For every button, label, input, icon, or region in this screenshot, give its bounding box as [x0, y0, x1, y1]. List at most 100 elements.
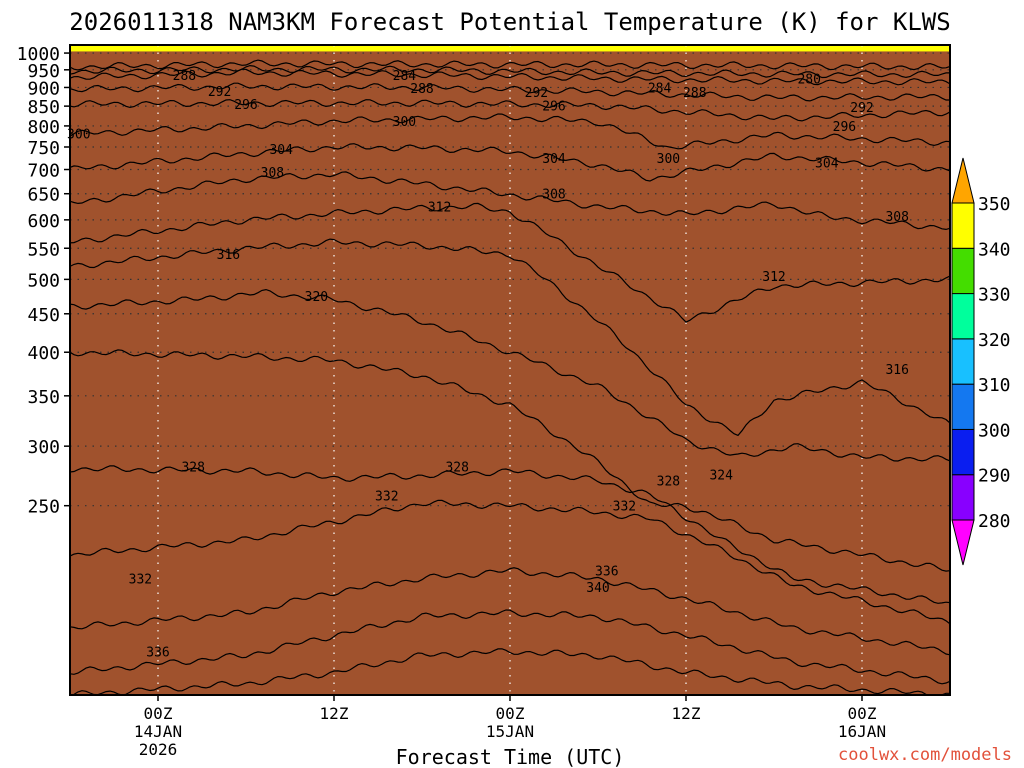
isentrope-308 [70, 171, 950, 231]
contour-label: 300 [67, 127, 90, 142]
y-tick-label: 750 [27, 138, 60, 159]
y-tick-label: 500 [27, 270, 60, 291]
isentrope-324 [70, 349, 950, 572]
contour-label: 288 [410, 82, 433, 97]
plot-area: 336 332 340 336 332 332 328 328 328 324 316 320 312 3… [67, 44, 951, 696]
contour-label: 288 [173, 69, 196, 84]
contour-label: 296 [833, 120, 856, 135]
colorbar-below-arrow [951, 519, 975, 566]
contour-label: 280 [797, 73, 820, 88]
contour-label: 300 [393, 115, 416, 130]
chart-title: 2026011318 NAM3KM Forecast Potential Tem… [69, 8, 950, 36]
isentrope-288 [70, 68, 950, 86]
colorbar-band-340 [951, 202, 975, 249]
contour-label: 332 [375, 489, 398, 504]
x-axis-label: Forecast Time (UTC) [396, 745, 625, 768]
contour-label: 324 [709, 469, 733, 484]
contour-label: 308 [542, 188, 565, 203]
y-tick-label: 850 [27, 97, 60, 118]
y-tick-label: 450 [27, 305, 60, 326]
credit-text: coolwx.com/models [838, 745, 1012, 765]
isentrope-344 [71, 648, 950, 695]
contour-label: 336 [146, 645, 169, 660]
y-tick-label: 600 [27, 211, 60, 232]
colorbar-tick-label: 350 [978, 194, 1011, 215]
y-tick-label: 800 [27, 117, 60, 138]
isentrope-320 [70, 288, 950, 462]
colorbar-legend: 350 340 330 320 310 300 290 280 [951, 157, 1011, 566]
y-tick-label: 650 [27, 185, 60, 206]
isentrope-296 [70, 99, 950, 122]
y-tick-label: 700 [27, 161, 60, 182]
isentrope-284 [70, 64, 950, 79]
pressure-axis: 2503003504004505005506006507007508008509… [17, 44, 70, 518]
contour-label: 296 [542, 99, 565, 114]
colorbar-band-320 [951, 293, 975, 340]
x-tick-label: 00Z [144, 704, 173, 723]
contour-label: 332 [613, 500, 636, 515]
colorbar-band-310 [951, 338, 975, 385]
y-tick-label: 550 [27, 239, 60, 260]
colorbar-band-280 [951, 474, 975, 521]
contour-label: 304 [269, 143, 293, 158]
contour-label: 340 [586, 581, 609, 596]
x-tick-label: 2026 [139, 740, 178, 759]
contour-label: 308 [885, 210, 908, 225]
y-tick-label: 900 [27, 78, 60, 99]
contour-label: 284 [648, 81, 672, 96]
y-tick-label: 400 [27, 343, 60, 364]
contour-label: 328 [445, 460, 468, 475]
contour-label: 288 [683, 86, 706, 101]
contour-label: 296 [234, 98, 257, 113]
ground-surface [70, 51, 950, 696]
contour-label: 332 [129, 573, 152, 588]
y-tick-label: 1000 [17, 44, 60, 65]
contour-label: 328 [181, 460, 204, 475]
colorbar-band-330 [951, 247, 975, 295]
isentrope-300 [70, 113, 950, 150]
isentrope-292 [70, 82, 950, 102]
isentrope-304 [70, 143, 950, 182]
contour-label: 336 [595, 564, 618, 579]
colorbar-tick-label: 310 [978, 375, 1011, 396]
contour-label: 300 [657, 152, 680, 167]
y-tick-label: 300 [27, 437, 60, 458]
colorbar-tick-label: 340 [978, 239, 1011, 260]
isentrope-332 [70, 499, 950, 625]
contour-label: 304 [815, 157, 839, 172]
contour-label: 328 [657, 475, 680, 490]
isentrope-312 [70, 202, 950, 323]
x-tick-label: 14JAN [134, 722, 182, 741]
isentrope-280 [70, 59, 950, 71]
contour-label: 312 [762, 270, 785, 285]
contour-label: 316 [885, 363, 908, 378]
x-tick-label: 00Z [496, 704, 525, 723]
x-tick-label: 12Z [672, 704, 701, 723]
isentrope-328 [70, 465, 950, 604]
colorbar-above-arrow [951, 157, 975, 204]
isentrope-340 [70, 609, 950, 685]
x-tick-label: 15JAN [486, 722, 534, 741]
contour-label: 292 [850, 101, 873, 116]
colorbar-band-290 [951, 428, 975, 476]
contour-label: 292 [208, 85, 231, 100]
contour-label: 292 [525, 86, 548, 101]
colorbar-tick-label: 290 [978, 466, 1011, 487]
x-tick-label: 00Z [848, 704, 877, 723]
y-tick-label: 950 [27, 61, 60, 82]
contour-label: 320 [305, 290, 328, 305]
x-tick-label: 12Z [320, 704, 349, 723]
isentrope-316 [70, 238, 950, 437]
y-tick-label: 250 [27, 497, 60, 518]
y-tick-label: 350 [27, 387, 60, 408]
contour-label: 312 [428, 201, 451, 216]
colorbar-tick-label: 330 [978, 285, 1011, 306]
colorbar-tick-label: 280 [978, 511, 1011, 532]
contour-label: 308 [261, 166, 284, 181]
colorbar-tick-label: 300 [978, 420, 1011, 441]
x-tick-label: 16JAN [838, 722, 886, 741]
contour-label: 316 [217, 248, 240, 263]
contour-label: 304 [542, 152, 566, 167]
